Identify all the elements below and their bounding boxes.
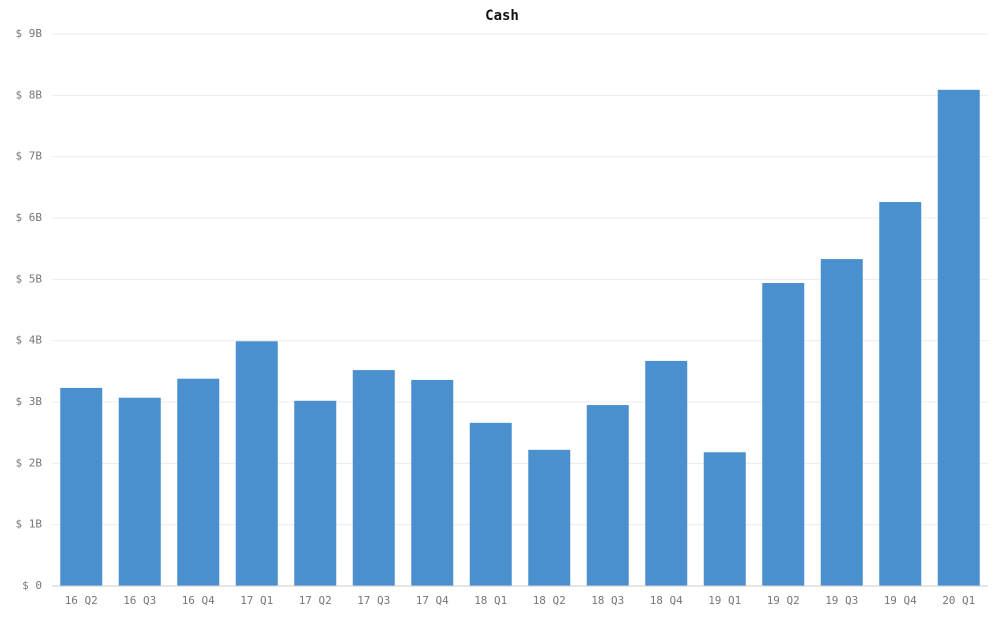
x-tick-label: 19 Q3 [825,594,858,607]
bar [879,202,922,586]
y-tick-label: $ 1B [16,518,43,531]
x-tick-label: 16 Q4 [182,594,215,607]
x-tick-label: 19 Q1 [708,594,741,607]
x-tick-label: 18 Q1 [474,594,507,607]
bar [528,449,571,586]
y-tick-label: $ 6B [16,211,43,224]
x-tick-label: 16 Q3 [123,594,156,607]
y-tick-label: $ 8B [16,88,43,101]
bar [60,387,103,586]
x-tick-label: 17 Q4 [416,594,449,607]
x-tick-label: 18 Q4 [650,594,683,607]
bar [118,397,161,586]
x-tick-label: 16 Q2 [65,594,98,607]
bar [645,360,688,586]
x-tick-label: 17 Q1 [240,594,273,607]
y-tick-label: $ 4B [16,334,43,347]
bar [937,89,980,587]
chart-title: Cash [485,8,519,24]
y-tick-label: $ 0 [22,579,42,592]
x-tick-label: 17 Q3 [357,594,390,607]
y-tick-label: $ 3B [16,395,43,408]
bar [294,400,337,586]
bar [762,283,805,586]
bar [411,379,454,586]
bar [177,378,220,586]
bar [586,405,629,586]
x-tick-label: 17 Q2 [299,594,332,607]
bar [352,370,395,586]
bar [235,341,278,586]
bar [703,452,746,586]
y-tick-label: $ 5B [16,272,43,285]
x-tick-label: 18 Q3 [591,594,624,607]
y-tick-label: $ 7B [16,150,43,163]
bar [469,422,512,586]
bar [820,259,863,586]
y-tick-label: $ 9B [16,27,43,40]
x-tick-label: 19 Q2 [767,594,800,607]
x-tick-label: 20 Q1 [942,594,975,607]
x-tick-label: 19 Q4 [884,594,917,607]
x-tick-label: 18 Q2 [533,594,566,607]
y-tick-label: $ 2B [16,456,43,469]
